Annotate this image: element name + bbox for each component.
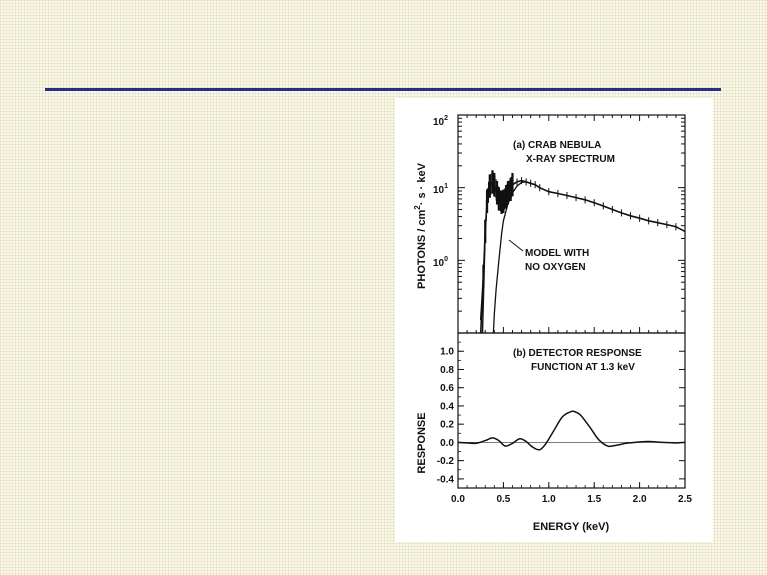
panel-b-xtick-label: 1.0 — [542, 494, 556, 505]
panel-b-ytick-label: 0.6 — [440, 383, 454, 394]
slide-header-rule — [45, 88, 721, 91]
panel-b-xtick-label: 2.5 — [678, 494, 692, 505]
annotation-model-line-1: MODEL WITH — [525, 248, 589, 259]
panel-a-y-axis-title-exponent: 2 — [413, 205, 422, 210]
series-detector-response — [457, 410, 686, 451]
panel-b-xtick-label: 0.5 — [496, 494, 510, 505]
panel-b-xtick-label: 1.5 — [587, 494, 601, 505]
figure-panel: (a) CRAB NEBULA X-RAY SPECTRUM PHOTONS /… — [395, 98, 713, 542]
panel-b-ytick-label: -0.2 — [437, 456, 455, 467]
panel-b-ytick-label: 0.4 — [440, 401, 454, 412]
panel-a-ytick-1-base: 10 — [433, 258, 445, 269]
x-axis-title: ENERGY (keV) — [533, 521, 610, 533]
panel-a-ytick-label-1: 100 — [433, 256, 448, 269]
panel-a-ytick-1-exp: 0 — [444, 256, 448, 263]
panel-a-ytick-10-exp: 1 — [444, 183, 448, 190]
measured-low-edge — [479, 276, 485, 334]
panel-b-y-axis-title: RESPONSE — [416, 412, 428, 473]
panel-a-ytick-10-base: 10 — [433, 185, 445, 196]
panel-a-ytick-100-exp: 2 — [444, 115, 448, 122]
panel-a-y-axis-title: PHOTONS / cm2· s · keV — [413, 162, 428, 289]
panel-b-ytick-label: 0.0 — [440, 438, 454, 449]
panel-b-title-line-2: FUNCTION AT 1.3 keV — [531, 362, 635, 373]
panel-b-ytick-label: -0.4 — [437, 474, 455, 485]
chart-marks: 1.0 0.8 0.6 0.4 0.2 0.0 -0.2 -0.4 0.0 0.5 1.0 1.5 2.… — [437, 115, 692, 505]
measured-low-edge-2 — [481, 231, 486, 334]
panel-b-frame — [457, 332, 686, 489]
panel-b-xtick-label: 0.0 — [451, 494, 465, 505]
panel-a-title-line-1: (a) CRAB NEBULA — [513, 140, 601, 151]
panel-b-ytick-label: 0.2 — [440, 420, 454, 431]
panel-a-ytick-label-100: 102 — [433, 115, 448, 128]
panel-b-ytick-label: 1.0 — [440, 347, 454, 358]
panel-b-ytick-label: 0.8 — [440, 365, 454, 376]
annotation-model-line-2: NO OXYGEN — [525, 262, 586, 273]
annotation-model-leader — [508, 239, 524, 252]
series-model-no-oxygen — [492, 181, 531, 334]
panel-b-xtick-label: 2.0 — [633, 494, 647, 505]
panel-a-y-axis-title-part-2: · s · keV — [416, 162, 428, 205]
panel-a-ytick-100-base: 10 — [433, 117, 445, 128]
panel-a-y-axis-title-part-1: PHOTONS / cm — [416, 209, 428, 288]
crab-nebula-figure: (a) CRAB NEBULA X-RAY SPECTRUM PHOTONS /… — [413, 114, 692, 533]
panel-b-title-line-1: (b) DETECTOR RESPONSE — [513, 348, 642, 359]
panel-a-ytick-label-10: 101 — [433, 183, 448, 196]
panel-a-title-line-2: X-RAY SPECTRUM — [526, 154, 615, 165]
